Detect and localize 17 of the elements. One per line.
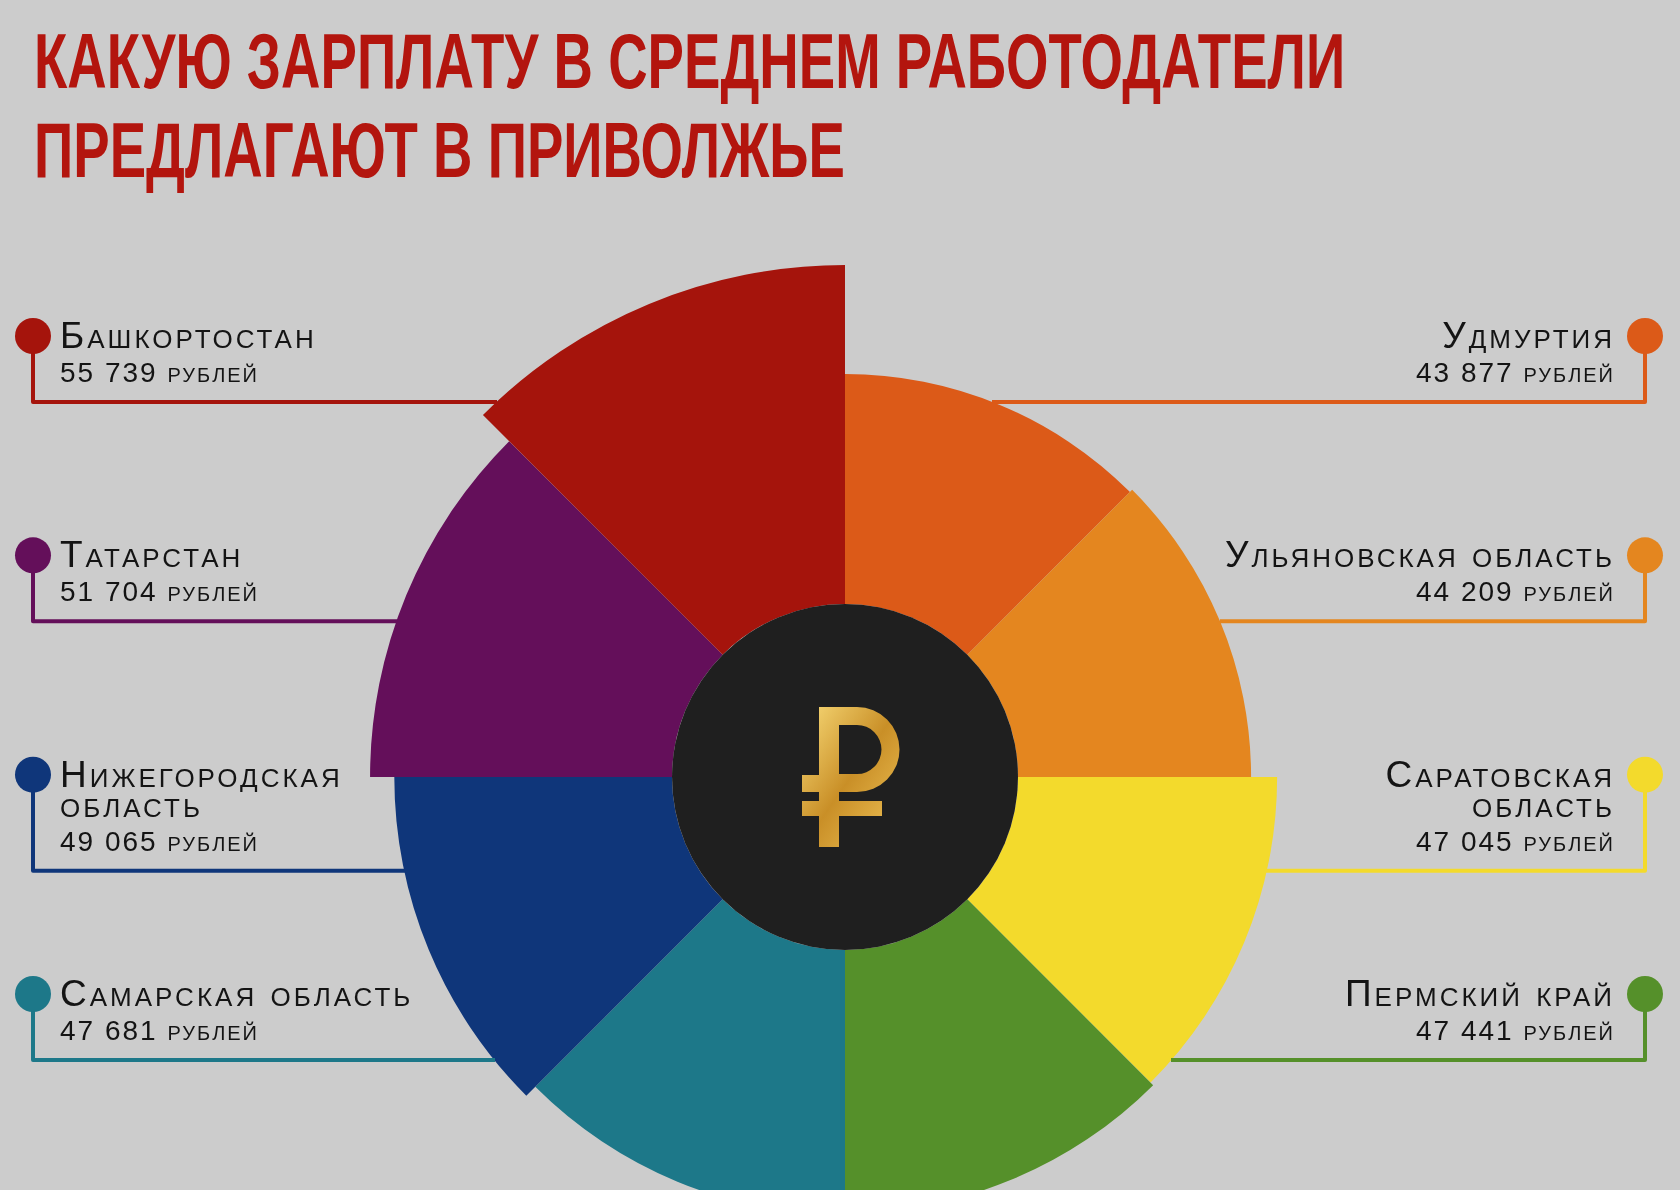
data-label: 47 441 рублей [1416,1015,1615,1046]
data-label: 47 681 рублей [60,1015,259,1046]
category-label: Удмуртия [1442,315,1615,356]
category-label: Башкортостан [60,315,317,356]
data-label: 43 877 рублей [1416,357,1615,388]
category-label: Самарская область [60,973,414,1014]
data-label: 51 704 рублей [60,576,259,608]
data-label: 49 065 рублей [60,825,259,857]
data-label: 55 739 рублей [60,357,259,388]
data-label: 44 209 рублей [1416,576,1615,608]
text: КАКУЮ ЗАРПЛАТУ В СРЕДНЕМ РАБОТОДАТЕЛИ ПРЕДЛАГАЮТ В ПРИВОЛЖЬЕ [34,17,1346,194]
category-label: Пермский край [1345,973,1615,1014]
category-label: Нижегородская область [60,753,343,825]
category-label: Татарстан [60,534,244,576]
category-label: Саратовская область [1385,753,1615,825]
category-label: Ульяновская область [1224,534,1615,576]
data-label: 47 045 рублей [1416,825,1615,857]
